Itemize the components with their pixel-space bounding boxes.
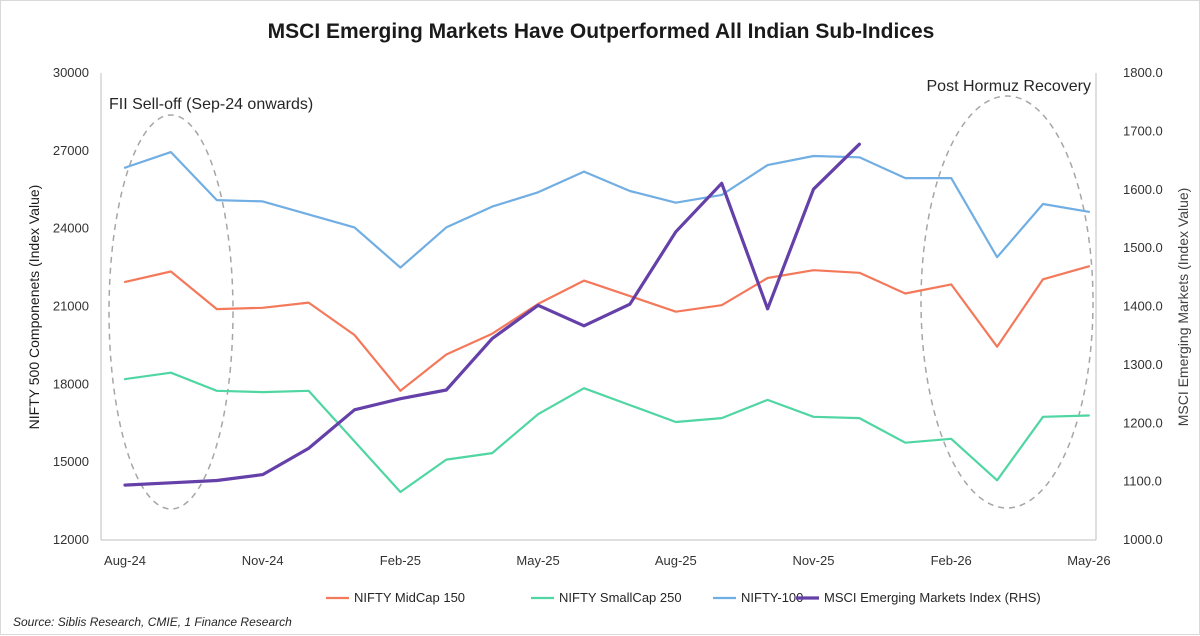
- x-tick-labels: Aug-24 Nov-24 Feb-25 May-25 Aug-25 Nov-25 Feb-…: [104, 553, 1111, 568]
- right-y-tick-label: 1200.0: [1123, 415, 1163, 430]
- right-y-tick-label: 1000.0: [1123, 532, 1163, 547]
- series-line-msci-emerging-markets-index-rhs: [123, 142, 862, 487]
- series-line-nifty-100: [123, 151, 1091, 269]
- left-y-tick-label: 27000: [53, 143, 89, 158]
- right-y-tick-label: 1700.0: [1123, 123, 1163, 138]
- right-y-tick-label: 1400.0: [1123, 299, 1163, 314]
- left-y-tick-label: 21000: [53, 299, 89, 314]
- x-tick-label: May-25: [516, 553, 559, 568]
- legend-label: MSCI Emerging Markets Index (RHS): [824, 590, 1041, 605]
- axes: [100, 73, 1097, 541]
- left-y-tick-labels: 12000 15000 18000 21000 24000 27000 30000: [53, 65, 89, 547]
- x-tick-label: Nov-24: [242, 553, 284, 568]
- legend: NIFTY MidCap 150 NIFTY SmallCap 250 NIFTY-…: [326, 590, 1041, 605]
- x-tick-label: Feb-25: [380, 553, 421, 568]
- legend-label: NIFTY-100: [741, 590, 803, 605]
- source-note: Source: Siblis Research, CMIE, 1 Finance…: [13, 615, 292, 629]
- right-y-tick-label: 1800.0: [1123, 65, 1163, 80]
- right-y-tick-label: 1500.0: [1123, 240, 1163, 255]
- right-y-tick-labels: 1000.0 1100.0 1200.0 1300.0 1400.0 1500.0 1600…: [1123, 65, 1163, 547]
- annotation-fii-selloff: FII Sell-off (Sep-24 onwards): [109, 96, 313, 113]
- x-tick-label: Feb-26: [931, 553, 972, 568]
- x-tick-label: Aug-25: [655, 553, 697, 568]
- right-y-tick-label: 1600.0: [1123, 182, 1163, 197]
- series-line-nifty-smallcap-250: [123, 371, 1091, 494]
- hormuz-recovery-highlight-ellipse: [920, 95, 1094, 509]
- annotation-post-hormuz: Post Hormuz Recovery: [927, 78, 1092, 95]
- legend-label: NIFTY SmallCap 250: [559, 590, 682, 605]
- left-y-tick-label: 15000: [53, 454, 89, 469]
- chart-title: MSCI Emerging Markets Have Outperformed …: [268, 20, 935, 43]
- right-y-tick-label: 1300.0: [1123, 357, 1163, 372]
- right-y-tick-label: 1100.0: [1123, 474, 1162, 489]
- x-tick-label: May-26: [1067, 553, 1110, 568]
- left-y-tick-label: 18000: [53, 376, 89, 391]
- left-y-axis-title: NIFTY 500 Componenets (Index Value): [26, 185, 42, 430]
- x-tick-label: Nov-25: [793, 553, 835, 568]
- series-line-nifty-midcap-150: [123, 265, 1091, 392]
- series-lines: [123, 142, 1091, 494]
- left-y-tick-label: 12000: [53, 532, 89, 547]
- fii-selloff-highlight-ellipse: [108, 114, 234, 510]
- right-y-axis-title: MSCI Emerging Markets (Index Value): [1175, 188, 1191, 427]
- legend-label: NIFTY MidCap 150: [354, 590, 465, 605]
- x-tick-label: Aug-24: [104, 553, 146, 568]
- left-y-tick-label: 30000: [53, 65, 89, 80]
- left-y-tick-label: 24000: [53, 221, 89, 236]
